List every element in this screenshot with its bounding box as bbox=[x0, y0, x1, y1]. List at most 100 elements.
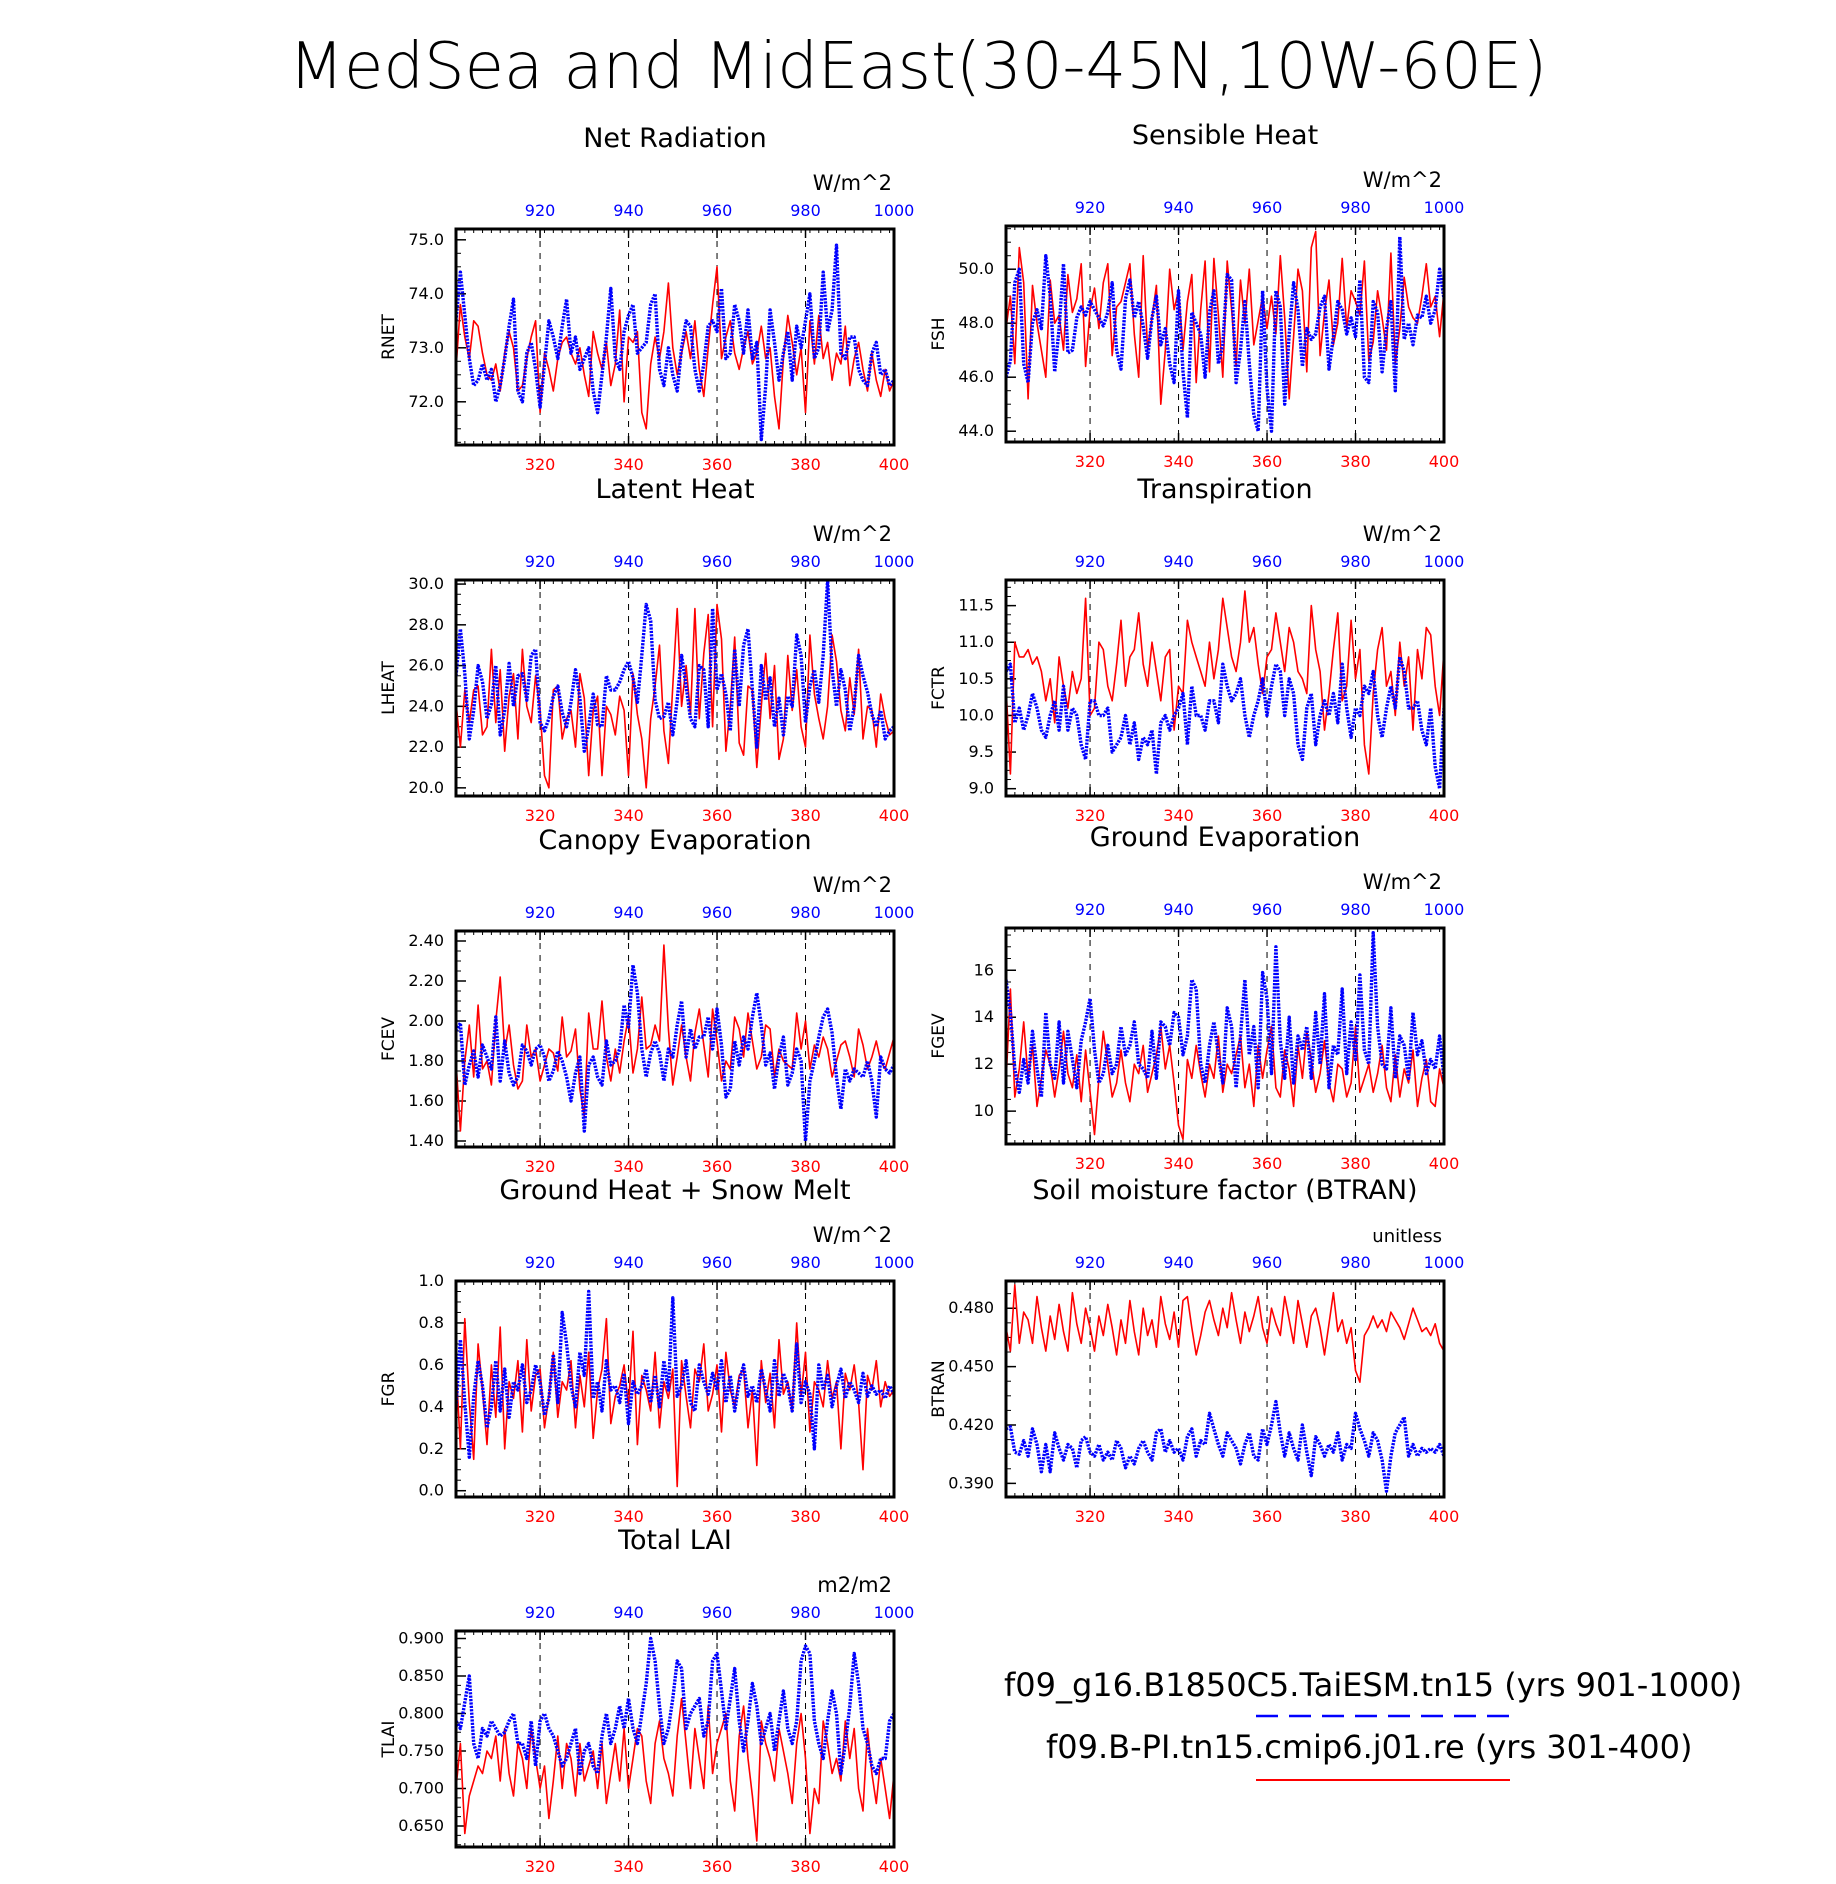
x-top-tick-label: 980 bbox=[1340, 198, 1371, 217]
y-tick-label: 26.0 bbox=[408, 656, 444, 675]
y-tick-label: 0.750 bbox=[398, 1741, 444, 1760]
x-top-tick-label: 960 bbox=[1252, 198, 1283, 217]
x-bottom-tick-label: 400 bbox=[879, 1157, 910, 1176]
x-top-tick-label: 960 bbox=[702, 552, 733, 571]
x-bottom-tick-label: 360 bbox=[1252, 1507, 1283, 1526]
panel-units: m2/m2 bbox=[817, 1573, 892, 1597]
x-top-tick-label: 1000 bbox=[1424, 552, 1465, 571]
x-top-tick-label: 960 bbox=[702, 903, 733, 922]
panel-units: unitless bbox=[1372, 1226, 1442, 1247]
x-bottom-tick-label: 320 bbox=[1075, 1154, 1106, 1173]
series-line-taiesm bbox=[456, 243, 894, 442]
x-bottom-tick-label: 320 bbox=[525, 1857, 556, 1876]
x-bottom-tick-label: 360 bbox=[1252, 806, 1283, 825]
y-axis-label: FSH bbox=[929, 317, 949, 350]
y-axis-label: FGR bbox=[379, 1371, 399, 1406]
plot-frame bbox=[1004, 578, 1446, 798]
y-tick-label: 9.5 bbox=[969, 742, 994, 761]
x-bottom-tick-label: 380 bbox=[1340, 1154, 1371, 1173]
panel-title: Soil moisture factor (BTRAN) bbox=[1032, 1175, 1417, 1206]
x-top-tick-label: 920 bbox=[525, 201, 556, 220]
x-bottom-tick-label: 360 bbox=[702, 1157, 733, 1176]
x-bottom-tick-label: 320 bbox=[1075, 452, 1106, 471]
x-bottom-tick-label: 360 bbox=[702, 806, 733, 825]
x-bottom-tick-label: 360 bbox=[702, 1507, 733, 1526]
y-tick-label: 14 bbox=[974, 1007, 994, 1026]
y-tick-label: 50.0 bbox=[958, 259, 994, 278]
x-top-tick-label: 960 bbox=[1252, 1253, 1283, 1272]
panels-group: Net Radiation W/m^2 RNET 320 340 360 380 400 920… bbox=[379, 120, 1464, 1876]
series-line-taiesm bbox=[456, 580, 894, 753]
y-tick-label: 22.0 bbox=[408, 737, 444, 756]
panel-title: Canopy Evaporation bbox=[538, 825, 811, 856]
x-top-tick-label: 960 bbox=[702, 1253, 733, 1272]
y-tick-label: 2.20 bbox=[408, 971, 444, 990]
x-bottom-tick-label: 340 bbox=[613, 1157, 644, 1176]
x-top-tick-label: 920 bbox=[1075, 198, 1106, 217]
y-tick-label: 0.6 bbox=[419, 1355, 444, 1374]
series-line-cmip6 bbox=[456, 603, 894, 789]
x-bottom-tick-label: 380 bbox=[1340, 806, 1371, 825]
y-tick-label: 30.0 bbox=[408, 574, 444, 593]
x-top-tick-label: 940 bbox=[613, 903, 644, 922]
plot-frame bbox=[454, 929, 896, 1149]
panel-title: Ground Heat + Snow Melt bbox=[499, 1175, 850, 1206]
x-top-tick-label: 940 bbox=[1163, 552, 1194, 571]
plot-frame bbox=[1004, 926, 1446, 1146]
x-bottom-tick-label: 380 bbox=[1340, 1507, 1371, 1526]
x-top-tick-label: 980 bbox=[1340, 552, 1371, 571]
plot-frame bbox=[454, 1279, 896, 1499]
series-line-taiesm bbox=[1006, 235, 1444, 433]
y-axis-label: TLAI bbox=[379, 1721, 399, 1759]
x-bottom-tick-label: 340 bbox=[613, 455, 644, 474]
x-bottom-tick-label: 320 bbox=[525, 1507, 556, 1526]
y-axis-label: FCTR bbox=[929, 666, 949, 710]
panel-units: W/m^2 bbox=[813, 522, 892, 546]
x-bottom-tick-label: 320 bbox=[525, 806, 556, 825]
x-bottom-tick-label: 400 bbox=[1429, 452, 1460, 471]
y-tick-label: 2.40 bbox=[408, 931, 444, 950]
y-tick-label: 10.5 bbox=[958, 669, 994, 688]
y-tick-label: 46.0 bbox=[958, 367, 994, 386]
y-axis-label: LHEAT bbox=[379, 661, 399, 715]
x-bottom-tick-label: 320 bbox=[1075, 1507, 1106, 1526]
x-bottom-tick-label: 400 bbox=[1429, 1154, 1460, 1173]
series-line-cmip6 bbox=[1006, 590, 1444, 775]
y-tick-label: 0.650 bbox=[398, 1816, 444, 1835]
chart-panel-3: Latent Heat W/m^2 LHEAT 320 340 360 380 400 920 9… bbox=[379, 474, 914, 825]
x-top-tick-label: 960 bbox=[1252, 552, 1283, 571]
y-tick-label: 0.0 bbox=[419, 1481, 444, 1500]
panel-title: Ground Evaporation bbox=[1090, 822, 1361, 853]
x-bottom-tick-label: 340 bbox=[613, 1507, 644, 1526]
y-tick-label: 24.0 bbox=[408, 696, 444, 715]
x-top-tick-label: 1000 bbox=[1424, 1253, 1465, 1272]
x-bottom-tick-label: 340 bbox=[1163, 452, 1194, 471]
x-top-tick-label: 920 bbox=[525, 903, 556, 922]
x-top-tick-label: 940 bbox=[613, 201, 644, 220]
plot-frame bbox=[454, 578, 896, 798]
y-tick-label: 1.60 bbox=[408, 1091, 444, 1110]
x-bottom-tick-label: 340 bbox=[1163, 806, 1194, 825]
panel-units: W/m^2 bbox=[1363, 522, 1442, 546]
x-top-tick-label: 920 bbox=[525, 1253, 556, 1272]
chart-panel-7: Ground Heat + Snow Melt W/m^2 FGR 320 340 360… bbox=[379, 1175, 914, 1526]
y-tick-label: 0.700 bbox=[398, 1779, 444, 1798]
series-line-taiesm bbox=[456, 1636, 894, 1776]
y-tick-label: 72.0 bbox=[408, 392, 444, 411]
series-line-cmip6 bbox=[1006, 988, 1444, 1141]
x-top-tick-label: 960 bbox=[1252, 900, 1283, 919]
panel-units: W/m^2 bbox=[813, 1223, 892, 1247]
x-top-tick-label: 980 bbox=[790, 1603, 821, 1622]
x-top-tick-label: 1000 bbox=[874, 1603, 915, 1622]
chart-panel-1: Net Radiation W/m^2 RNET 320 340 360 380 400 920… bbox=[379, 123, 914, 474]
y-tick-label: 0.450 bbox=[948, 1357, 994, 1376]
y-tick-label: 1.40 bbox=[408, 1131, 444, 1150]
y-tick-label: 2.00 bbox=[408, 1011, 444, 1030]
x-top-tick-label: 960 bbox=[702, 1603, 733, 1622]
x-top-tick-label: 960 bbox=[702, 201, 733, 220]
y-tick-label: 0.390 bbox=[948, 1473, 994, 1492]
x-bottom-tick-label: 340 bbox=[613, 806, 644, 825]
plot-frame bbox=[1004, 224, 1446, 444]
x-top-tick-label: 940 bbox=[613, 552, 644, 571]
